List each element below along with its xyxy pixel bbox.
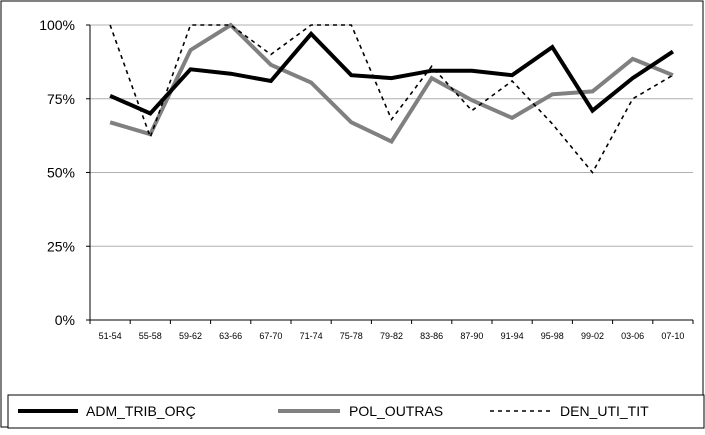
- legend-label: POL_OUTRAS: [349, 403, 443, 419]
- x-tick-label: 79-82: [380, 331, 403, 341]
- x-tick-label: 51-54: [99, 331, 122, 341]
- x-tick-label: 55-58: [139, 331, 162, 341]
- axes: [86, 24, 694, 324]
- x-tick-label: 03-06: [621, 331, 644, 341]
- x-tick-label: 95-98: [541, 331, 564, 341]
- legend-label: ADM_TRIB_ORÇ: [86, 403, 196, 419]
- x-tick-label: 91-94: [501, 331, 524, 341]
- y-tick-label: 75%: [47, 91, 75, 107]
- series-lines: [109, 22, 675, 174]
- x-tick-label: 71-74: [300, 331, 323, 341]
- x-tick-label: 99-02: [581, 331, 604, 341]
- legend-label: DEN_UTI_TIT: [560, 403, 649, 419]
- x-tick-label: 83-86: [420, 331, 443, 341]
- y-tick-label: 25%: [47, 238, 75, 254]
- x-tick-label: 63-66: [219, 331, 242, 341]
- y-tick-label: 50%: [47, 165, 75, 181]
- x-tick-label: 75-78: [340, 331, 363, 341]
- legend-box: [7, 394, 705, 429]
- x-tick-label: 67-70: [259, 331, 282, 341]
- x-tick-label: 87-90: [460, 331, 483, 341]
- series-line-den-uti-tit: [109, 24, 674, 174]
- legend: ADM_TRIB_ORÇ POL_OUTRAS DEN_UTI_TIT: [18, 403, 649, 419]
- x-tick-label: 07-10: [661, 331, 684, 341]
- x-tick-labels: 51-54 55-58 59-62 63-66 67-70 71-74 75-78 79-82…: [99, 331, 685, 341]
- series-line-adm-trib-or-: [109, 30, 675, 116]
- y-tick-label: 0%: [55, 312, 75, 328]
- y-tick-label: 100%: [39, 17, 75, 33]
- y-tick-labels: 0% 25% 50% 75% 100%: [39, 17, 75, 328]
- x-tick-label: 59-62: [179, 331, 202, 341]
